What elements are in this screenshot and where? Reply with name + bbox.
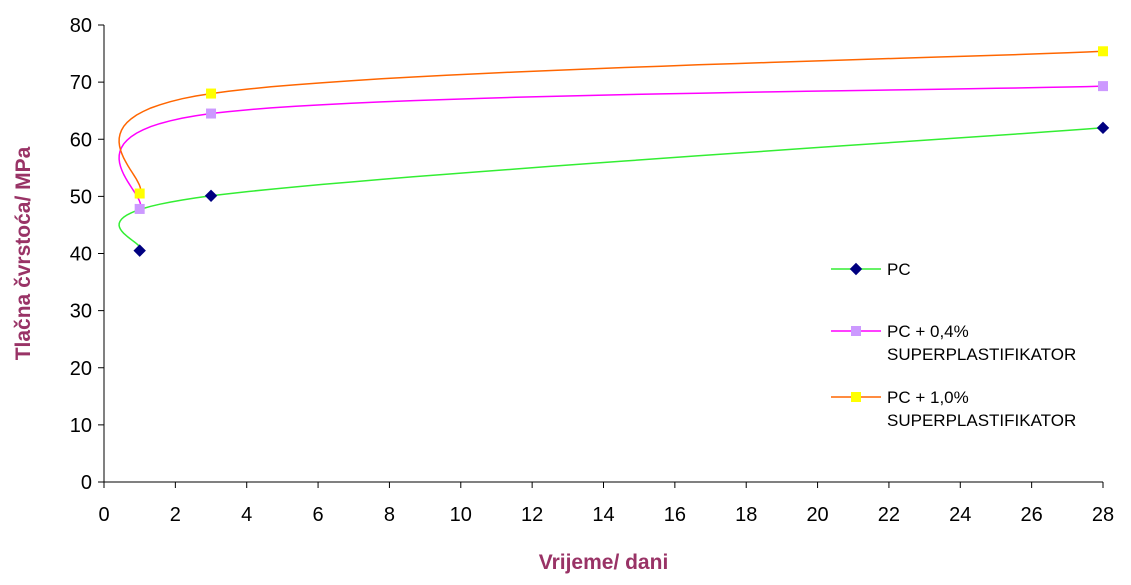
y-tick-label: 50 xyxy=(70,186,92,208)
x-tick-label: 24 xyxy=(949,504,971,526)
legend-marker-3 xyxy=(851,392,861,402)
series-line-2 xyxy=(118,85,1104,210)
x-tick-label: 4 xyxy=(241,504,252,526)
x-tick-label: 22 xyxy=(878,504,900,526)
x-tick-label: 28 xyxy=(1092,504,1114,526)
x-tick-label: 26 xyxy=(1021,504,1043,526)
y-tick-label: 80 xyxy=(70,15,92,37)
x-tick-label: 10 xyxy=(450,504,472,526)
x-tick-label: 16 xyxy=(664,504,686,526)
legend-label-2: SUPERPLASTIFIKATOR xyxy=(887,345,1076,364)
series-3-point xyxy=(134,188,145,199)
x-tick-label: 2 xyxy=(170,504,181,526)
series-1-point xyxy=(204,189,218,203)
x-tick-label: 6 xyxy=(313,504,324,526)
y-tick-label: 20 xyxy=(70,358,92,380)
y-tick-label: 10 xyxy=(70,415,92,437)
series-1-point xyxy=(1096,121,1110,135)
series-line-3 xyxy=(118,50,1104,194)
series-2-point xyxy=(1098,81,1108,92)
series-line-1 xyxy=(118,127,1104,252)
x-tick-label: 14 xyxy=(592,504,614,526)
x-tick-label: 0 xyxy=(98,504,109,526)
series-1-point xyxy=(133,244,146,257)
x-tick-label: 12 xyxy=(521,504,543,526)
x-tick-label: 20 xyxy=(806,504,828,526)
series-2-point xyxy=(134,203,145,214)
y-tick-label: 40 xyxy=(70,244,92,266)
series-markers xyxy=(133,46,1110,257)
y-tick-label: 0 xyxy=(81,472,92,494)
x-axis-title: Vrijeme/ dani xyxy=(539,551,669,574)
y-tick-label: 60 xyxy=(70,129,92,151)
series-3-point xyxy=(206,88,217,99)
y-tick-label: 30 xyxy=(70,301,92,323)
legend-label-3: SUPERPLASTIFIKATOR xyxy=(887,411,1076,430)
legend-marker-2 xyxy=(851,326,861,336)
series-3-point xyxy=(1098,46,1108,57)
legend-label-2: PC + 0,4% xyxy=(887,322,969,341)
legend-label-3: PC + 1,0% xyxy=(887,388,969,407)
legend: PC PC + 0,4% SUPERPLASTIFIKATOR PC + 1,0% SU… xyxy=(831,260,1076,430)
legend-marker-1 xyxy=(849,262,863,276)
x-tick-label: 8 xyxy=(384,504,395,526)
x-tick-label: 18 xyxy=(735,504,757,526)
y-axis-title: Tlačna čvrstoća/ MPa xyxy=(12,146,35,360)
legend-label-1: PC xyxy=(887,260,911,279)
series-2-point xyxy=(206,108,217,119)
series-lines xyxy=(118,50,1104,252)
y-tick-label: 70 xyxy=(70,72,92,94)
